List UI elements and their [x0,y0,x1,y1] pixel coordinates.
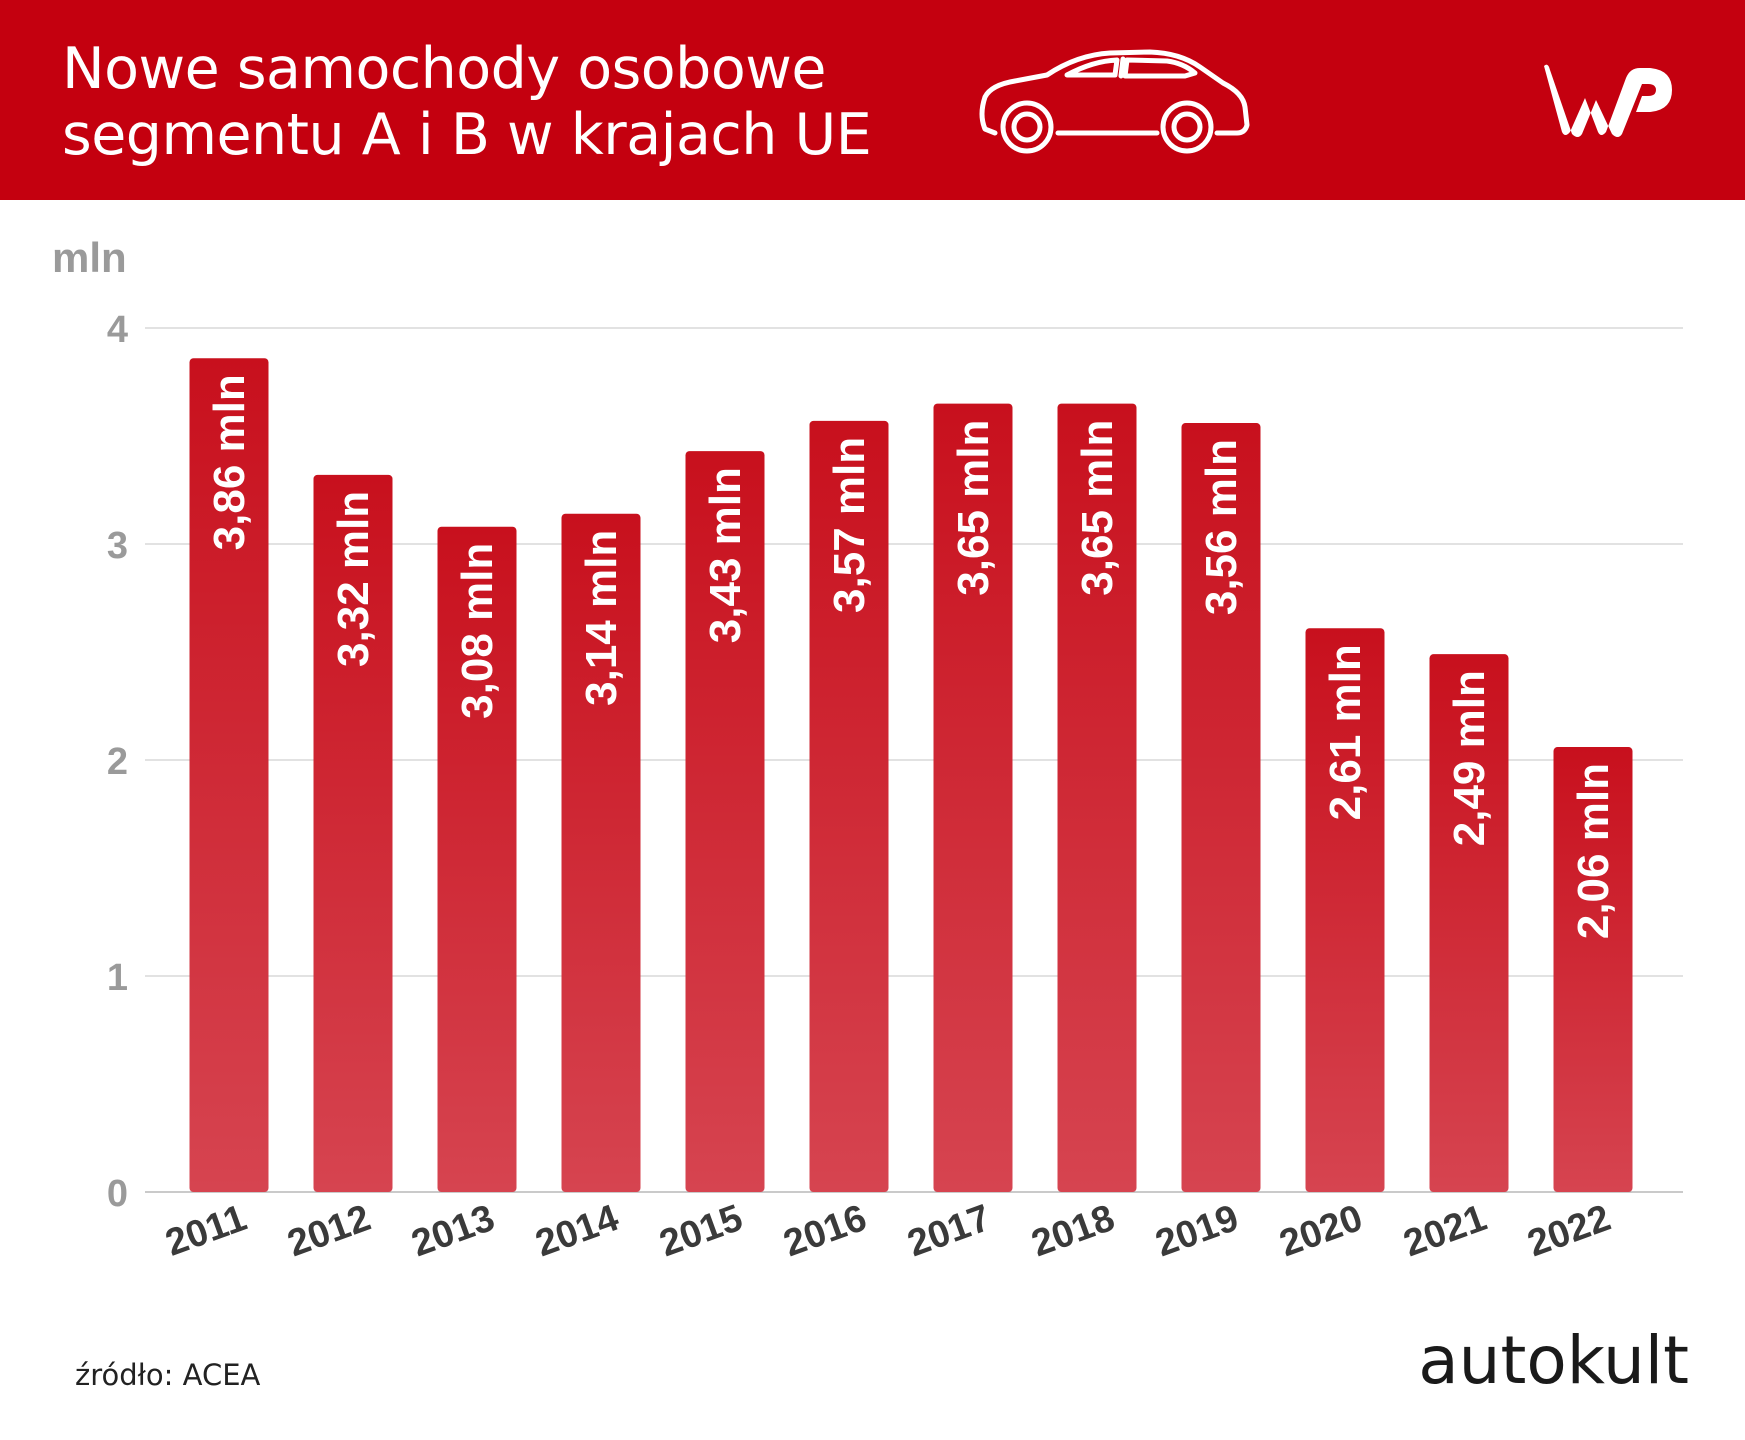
x-tick-label: 2011 [160,1197,252,1265]
x-tick-label: 2013 [406,1197,500,1265]
bar [313,474,393,1192]
data-label: 3,32 mln [329,491,378,667]
y-tick-label: 0 [107,1173,128,1215]
y-tick-label: 2 [107,741,128,783]
brand-logo: autokult [1418,1322,1689,1399]
x-tick-label: 2022 [1522,1197,1616,1265]
bar [809,420,889,1192]
wp-logo-text: WP [1538,58,1540,59]
y-tick-label: 3 [107,525,128,567]
bar [933,403,1013,1193]
header-banner: Nowe samochody osobowe segmentu A i B w … [0,0,1745,200]
data-label: 3,57 mln [825,437,874,613]
x-tick-label: 2017 [902,1197,996,1265]
x-tick-label: 2021 [1398,1197,1492,1265]
chart-title: Nowe samochody osobowe segmentu A i B w … [62,36,872,168]
x-tick-label: 2015 [654,1197,748,1265]
data-label: 3,08 mln [453,543,502,719]
data-label: 3,14 mln [577,530,626,706]
chart-title-line-1: Nowe samochody osobowe [62,36,826,102]
data-label: 3,43 mln [701,467,750,643]
x-tick-label: 2018 [1026,1197,1120,1265]
x-tick-label: 2014 [530,1197,624,1265]
bar [189,358,269,1192]
data-label: 3,65 mln [949,420,998,596]
data-label: 3,86 mln [205,374,254,550]
bar [685,451,765,1192]
x-tick-label: 2019 [1150,1197,1244,1265]
bar [1553,747,1633,1192]
x-tick-label: 2012 [282,1197,376,1265]
y-tick-label: 4 [107,309,128,351]
data-label: 2,49 mln [1445,670,1494,846]
data-label: 2,61 mln [1321,644,1370,820]
data-label: 3,65 mln [1073,420,1122,596]
bar [1429,654,1509,1192]
data-label: 2,06 mln [1569,763,1618,939]
x-tick-label: 2016 [778,1197,872,1265]
wp-logo: WP [1538,58,1672,137]
bar [1057,403,1137,1193]
data-label: 3,56 mln [1197,439,1246,615]
y-axis-label: mln [52,234,127,281]
y-tick-label: 1 [107,957,128,999]
bar [561,513,641,1192]
chart-title-line-2: segmentu A i B w krajach UE [62,102,872,168]
source-note: źródło: ACEA [75,1358,261,1392]
bar-chart: 0 1 2 3 4 mln 3,86 mln 2011 3,32 mln 2012 3,08 mln… [52,234,1683,1265]
bar [1181,423,1261,1192]
x-tick-label: 2020 [1274,1197,1368,1265]
bar [437,526,517,1192]
car-icon [979,49,1250,154]
bar [1305,628,1385,1192]
